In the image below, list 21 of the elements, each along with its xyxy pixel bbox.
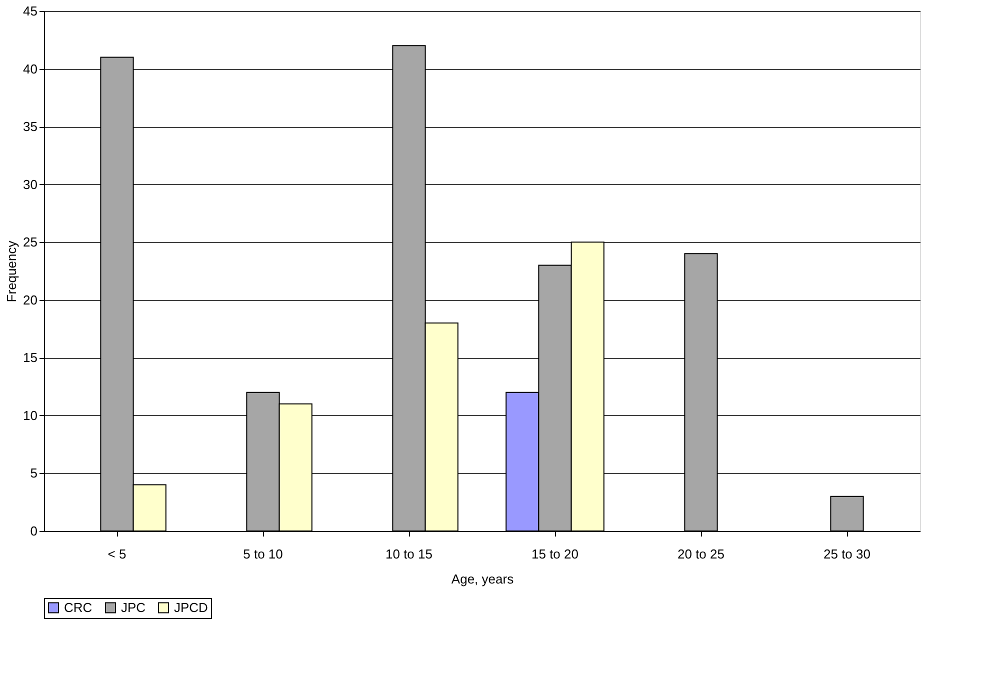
- y-tick-label: 0: [30, 524, 38, 538]
- legend-label: CRC: [64, 600, 92, 615]
- x-tick-label: 10 to 15: [386, 546, 432, 562]
- legend-label: JPC: [121, 600, 146, 615]
- x-tick-label: 15 to 20: [532, 546, 578, 562]
- y-tick-label: 10: [23, 408, 38, 423]
- y-tick-label: 20: [23, 292, 38, 308]
- y-tick-label: 45: [23, 4, 38, 18]
- y-tick-label: 35: [23, 119, 38, 134]
- x-tick-label: 5 to 10: [243, 546, 283, 562]
- x-tick-label: 20 to 25: [678, 546, 724, 562]
- x-tick-label: 25 to 30: [824, 546, 870, 562]
- y-tick-label: 30: [23, 176, 38, 192]
- y-tick-label: 25: [23, 234, 38, 250]
- y-tick-label: 5: [30, 466, 38, 481]
- y-tick-label: 40: [23, 61, 38, 76]
- y-tick-label: 15: [23, 350, 38, 366]
- legend-label: JPCD: [174, 600, 208, 615]
- y-axis-title: Frequency: [4, 240, 20, 302]
- x-axis-title: Age, years: [451, 572, 514, 586]
- x-tick-label: < 5: [108, 546, 126, 562]
